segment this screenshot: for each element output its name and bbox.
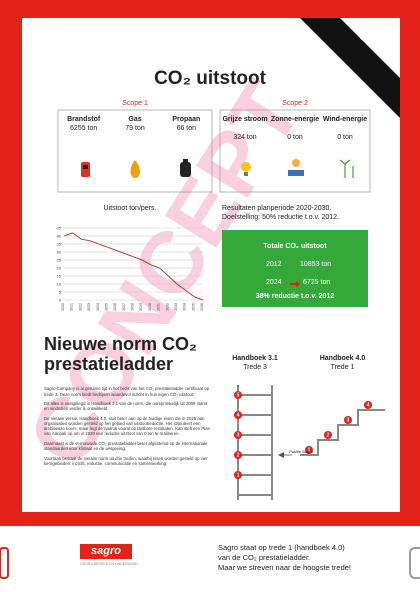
footer-left-mark [0, 548, 8, 578]
page: 2024 CONCEPT 051015202530354045202020212… [0, 0, 420, 592]
totals-value: 10853 ton [300, 261, 331, 268]
paragraph: De nieuwe versie, Handboek 4.0, sluit be… [44, 416, 212, 437]
fuel-icon [81, 162, 90, 177]
x-tick-label: 2028 [131, 303, 135, 311]
logo: sagro [80, 545, 132, 557]
y-tick-label: 30 [57, 249, 62, 254]
y-tick-label: 10 [57, 281, 62, 286]
step-number: 3 [347, 418, 350, 424]
y-tick-label: 20 [57, 265, 62, 270]
totals-year: 2024 [266, 279, 282, 286]
footer-line: Sagro staat op trede 1 (handboek 4.0) [218, 543, 351, 553]
item-value: 6255 ton [58, 125, 109, 132]
step-number: 4 [367, 403, 370, 409]
x-tick-label: 2020 [61, 303, 65, 311]
totals-reduction: 38% reductie t.o.v. 2012 [222, 293, 368, 300]
x-tick-label: 2032 [165, 303, 169, 311]
body-text: Sagro Company is al geruime tijd in het … [44, 382, 212, 469]
item-value: 79 ton [109, 125, 160, 132]
title: CO₂ uitstoot [110, 68, 310, 90]
heading-line: prestatieladder [44, 354, 197, 374]
handbook-title: Handboek 4.0 [305, 354, 380, 363]
totals-year: 2012 [266, 261, 282, 268]
item-name: Wind-energie [320, 116, 370, 124]
y-tick-label: 40 [57, 233, 62, 238]
y-tick-label: 15 [57, 273, 62, 278]
handbook-left: Handboek 3.1Trede 3 [220, 354, 290, 372]
totals-title: Totale CO₂ uitstoot [222, 243, 368, 250]
item-value: 0 ton [320, 134, 370, 141]
x-tick-label: 2023 [87, 303, 91, 311]
pointer-label: Positie Sagro [288, 449, 314, 454]
results: Resultaten planperiode 2020-2030.Doelste… [222, 204, 382, 222]
handbook-title: Handboek 3.1 [220, 354, 290, 363]
x-tick-label: 2021 [70, 303, 74, 311]
x-tick-label: 2034 [183, 303, 187, 311]
handbook-sub: Trede 3 [220, 363, 290, 372]
item-name: Gas [109, 116, 160, 124]
tagline: GROEN BEHEER EN ONDERHOUD [80, 562, 138, 566]
footer-right-mark [410, 548, 420, 578]
footer-line: Maar we streven naar de hoogste trede! [218, 563, 351, 573]
y-tick-label: 25 [57, 257, 62, 262]
y-tick-label: 35 [57, 241, 62, 246]
x-tick-label: 2030 [148, 303, 152, 311]
y-tick-label: 45 [57, 225, 62, 230]
rung-number: 4 [237, 413, 240, 419]
rung-number: 5 [237, 393, 240, 399]
item-name: Grijze stroom [220, 116, 270, 124]
x-tick-label: 2022 [78, 303, 82, 311]
item-name: Zonne-energie [270, 116, 320, 124]
scope2-label: Scope 2 [220, 100, 370, 107]
handbook-sub: Trede 1 [305, 363, 380, 372]
item-name: Brandstof [58, 116, 109, 124]
x-tick-label: 2025 [104, 303, 108, 311]
heading-line: Nieuwe norm CO₂ [44, 334, 197, 354]
footer-line: van de CO₂ prestatieladder. [218, 553, 351, 563]
x-tick-label: 2029 [139, 303, 143, 311]
chart-title: Uitstoot ton/pers. [50, 205, 210, 212]
item-name: Propaan [161, 116, 212, 124]
item-value: 324 ton [220, 134, 270, 141]
paragraph: Sagro Company is al geruime tijd in het … [44, 386, 212, 396]
item-value: 66 ton [161, 125, 212, 132]
x-tick-label: 2024 [96, 303, 100, 311]
results-line: Resultaten planperiode 2020-2030. [222, 204, 382, 213]
item-value: 0 ton [270, 134, 320, 141]
footer-text: Sagro staat op trede 1 (handboek 4.0)van… [218, 543, 351, 573]
paragraph: Dit alles is vastgelegd in Handboek 3.1 … [44, 401, 212, 411]
rung-number: 3 [237, 433, 240, 439]
x-tick-label: 2035 [191, 303, 195, 311]
x-tick-label: 2036 [200, 303, 204, 311]
results-line: Doelstelling: 50% reductie t.o.v. 2012. [222, 213, 382, 222]
x-tick-label: 2027 [122, 303, 126, 311]
totals-value: 6725 ton [303, 279, 330, 286]
scope1-label: Scope 1 [58, 100, 212, 107]
step-number: 2 [327, 433, 330, 439]
x-tick-label: 2031 [157, 303, 161, 311]
paragraph: Daarnaast is de vernieuwde CO₂ prestatie… [44, 441, 212, 451]
rung-number: 2 [237, 453, 240, 459]
x-tick-label: 2033 [174, 303, 178, 311]
rung-number: 1 [237, 473, 240, 479]
paragraph: Voortaan bestaat de nieuwe norm uit drie… [44, 456, 212, 466]
x-tick-label: 2026 [113, 303, 117, 311]
